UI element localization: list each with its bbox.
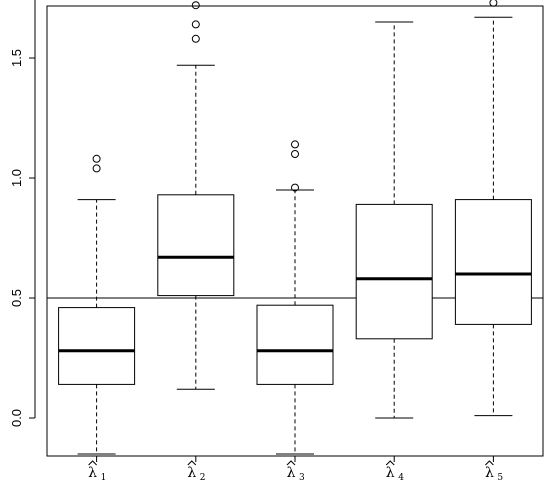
outlier-point	[92, 164, 101, 173]
outlier-point	[191, 1, 200, 10]
outlier-point	[191, 20, 200, 29]
y-tick-label: 0.0	[9, 409, 24, 427]
hat-accent-icon	[88, 460, 97, 466]
iqr-box	[58, 307, 136, 385]
boxes-group	[58, 0, 532, 455]
y-tick-label: 1.0	[9, 169, 24, 187]
hat-accent-icon	[187, 460, 197, 466]
hat-accent-icon	[385, 460, 395, 466]
box-2	[157, 1, 235, 390]
x-tick-label: λ	[187, 465, 196, 481]
x-tick-subscript: 2	[200, 473, 206, 483]
x-tick-subscript: 1	[101, 473, 107, 483]
outlier-point	[489, 0, 498, 7]
x-tick-label: λ	[287, 465, 296, 481]
outlier-point	[291, 140, 299, 149]
hat-accent-icon	[485, 460, 494, 466]
iqr-box	[157, 194, 235, 297]
outlier-point	[291, 150, 299, 158]
box-3	[256, 140, 334, 455]
y-tick-label: 0.5	[9, 289, 24, 307]
x-tick-subscript: 4	[398, 473, 404, 483]
iqr-box	[256, 304, 334, 385]
iqr-box	[454, 199, 532, 325]
y-axis-ticks: 0.00.51.01.52.02.53.0	[9, 49, 35, 427]
x-tick-subscript: 3	[299, 473, 305, 483]
iqr-box	[355, 203, 433, 340]
y-tick-label: 1.5	[9, 49, 24, 67]
box-1	[58, 154, 136, 455]
box-4	[355, 21, 433, 419]
hat-accent-icon	[286, 460, 296, 466]
x-tick-label: λ	[485, 465, 494, 481]
x-tick-label: λ	[88, 465, 97, 481]
outlier-point	[191, 34, 200, 43]
x-tick-label: λ	[386, 465, 395, 481]
box-5	[454, 0, 532, 417]
x-tick-subscript: 5	[497, 473, 503, 483]
outlier-point	[92, 154, 101, 163]
outlier-point	[291, 183, 299, 192]
